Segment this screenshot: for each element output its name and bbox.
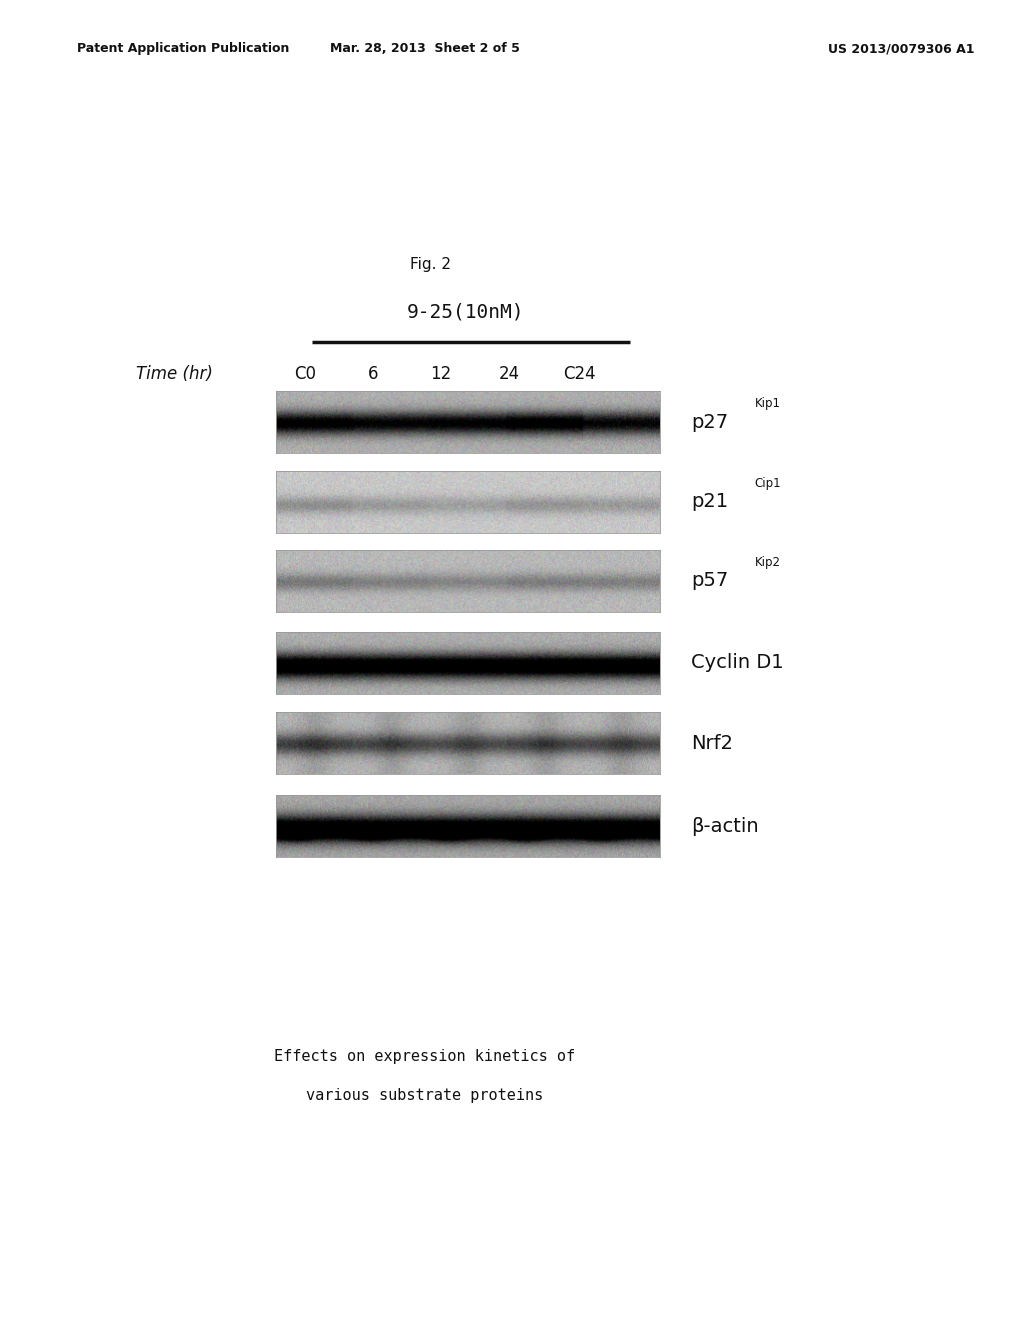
Text: 6: 6 xyxy=(368,364,378,383)
Text: Fig. 2: Fig. 2 xyxy=(410,256,451,272)
Text: p27: p27 xyxy=(691,413,728,432)
Text: Effects on expression kinetics of: Effects on expression kinetics of xyxy=(274,1048,575,1064)
Text: Patent Application Publication: Patent Application Publication xyxy=(77,42,289,55)
Text: Mar. 28, 2013  Sheet 2 of 5: Mar. 28, 2013 Sheet 2 of 5 xyxy=(330,42,520,55)
Text: Kip1: Kip1 xyxy=(755,397,780,411)
Text: Cyclin D1: Cyclin D1 xyxy=(691,653,783,672)
Text: 12: 12 xyxy=(430,364,451,383)
Text: Cip1: Cip1 xyxy=(755,477,781,490)
Text: Time (hr): Time (hr) xyxy=(135,364,213,383)
Text: 9-25(10nM): 9-25(10nM) xyxy=(408,302,524,321)
Text: β-actin: β-actin xyxy=(691,817,759,836)
Text: p21: p21 xyxy=(691,492,728,511)
Text: various substrate proteins: various substrate proteins xyxy=(306,1088,544,1104)
Text: p57: p57 xyxy=(691,572,728,590)
Text: Nrf2: Nrf2 xyxy=(691,734,733,752)
Text: US 2013/0079306 A1: US 2013/0079306 A1 xyxy=(827,42,975,55)
Text: C24: C24 xyxy=(563,364,596,383)
Text: C0: C0 xyxy=(294,364,316,383)
Text: Kip2: Kip2 xyxy=(755,556,780,569)
Text: 24: 24 xyxy=(499,364,519,383)
